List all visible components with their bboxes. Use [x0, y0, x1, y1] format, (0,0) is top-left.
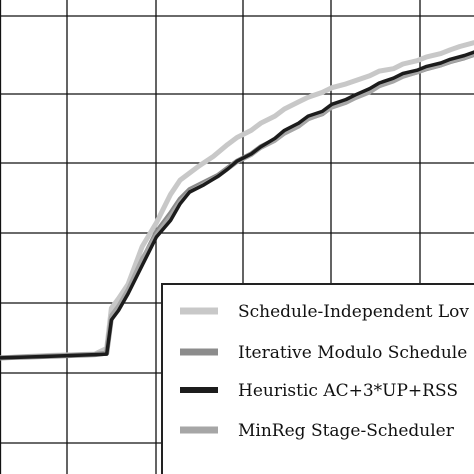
legend-label-1: Iterative Modulo Schedule [238, 343, 467, 363]
legend-label-3: MinReg Stage-Scheduler [238, 421, 455, 441]
legend-label-0: Schedule-Independent Lov [238, 302, 469, 322]
chart-series-lines [0, 40, 474, 361]
series-line-2 [0, 50, 474, 360]
series-line-0 [0, 40, 474, 361]
legend-label-2: Heuristic AC+3*UP+RSS [238, 381, 458, 401]
chart-legend: Schedule-Independent Lov Iterative Modulo… [161, 283, 474, 474]
legend-box [161, 283, 474, 474]
